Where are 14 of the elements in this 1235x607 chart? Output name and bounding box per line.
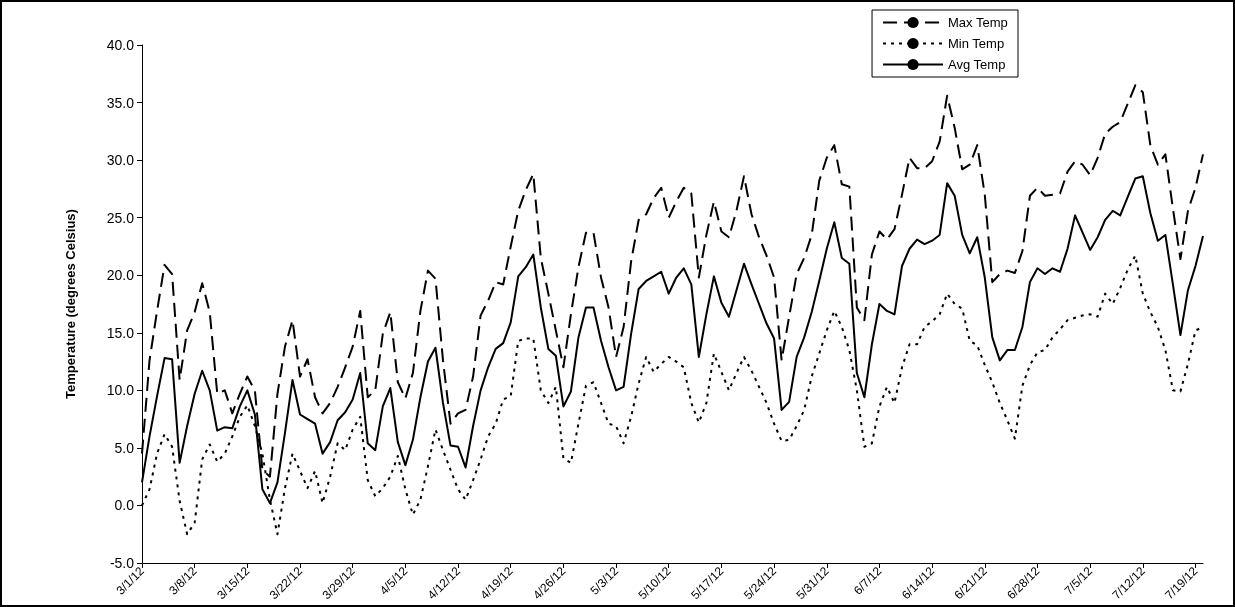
y-tick-label: 20.0 <box>106 267 135 284</box>
legend-label: Avg Temp <box>948 57 1006 72</box>
y-tick-label: 10.0 <box>106 382 135 399</box>
legend-label: Max Temp <box>948 15 1008 30</box>
y-tick-label: 30.0 <box>106 152 135 169</box>
y-tick-label: 15.0 <box>106 324 135 341</box>
y-tick-label: 35.0 <box>106 94 135 111</box>
legend-label: Min Temp <box>948 36 1005 51</box>
y-tick-label: 0.0 <box>114 497 135 514</box>
y-tick-label: 40.0 <box>106 37 135 53</box>
y-axis-title: Temperature (degrees Celsius) <box>63 209 78 399</box>
y-tick-label: 25.0 <box>106 209 135 226</box>
y-tick-label: -5.0 <box>109 555 135 571</box>
y-tick-label: 5.0 <box>114 439 135 456</box>
